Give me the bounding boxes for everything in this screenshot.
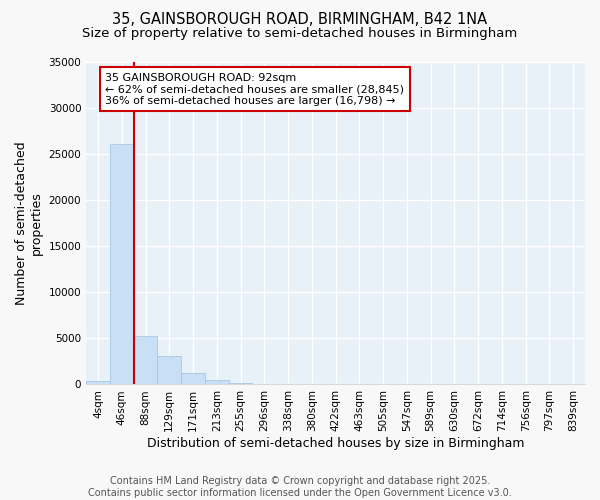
Text: Size of property relative to semi-detached houses in Birmingham: Size of property relative to semi-detach… [82,28,518,40]
Text: Contains HM Land Registry data © Crown copyright and database right 2025.
Contai: Contains HM Land Registry data © Crown c… [88,476,512,498]
Bar [157,356,181,384]
Bar [86,381,110,384]
Bar [205,380,229,384]
Text: 35, GAINSBOROUGH ROAD, BIRMINGHAM, B42 1NA: 35, GAINSBOROUGH ROAD, BIRMINGHAM, B42 1… [112,12,488,28]
Bar [229,382,253,384]
Bar [134,336,157,384]
Text: 35 GAINSBOROUGH ROAD: 92sqm
← 62% of semi-detached houses are smaller (28,845)
3: 35 GAINSBOROUGH ROAD: 92sqm ← 62% of sem… [105,72,404,106]
Bar [181,374,205,384]
X-axis label: Distribution of semi-detached houses by size in Birmingham: Distribution of semi-detached houses by … [147,437,524,450]
Y-axis label: Number of semi-detached
properties: Number of semi-detached properties [15,141,43,305]
Bar [110,144,134,384]
